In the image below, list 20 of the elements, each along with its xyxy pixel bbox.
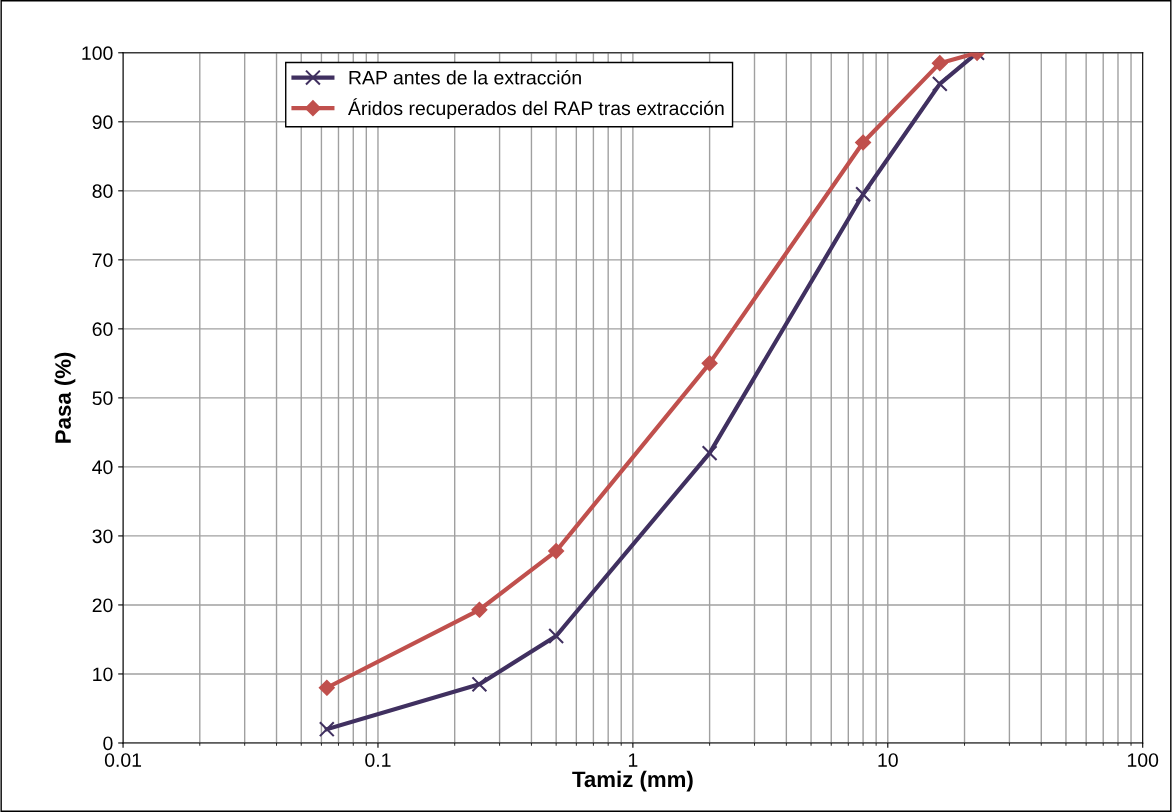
y-tick-label: 20 [92,598,113,613]
y-tick-label: 70 [92,253,113,268]
y-tick-label: 90 [92,115,113,130]
y-tick-label: 30 [92,529,113,544]
y-tick-label: 50 [92,391,113,406]
y-axis-title: Pasa (%) [54,352,76,443]
y-tick-label: 10 [93,667,113,682]
x-tick-label: 100 [1127,753,1159,767]
x-tick-label: 0.1 [365,753,391,767]
x-tick-label: 10 [878,753,898,767]
x-tick-label: 1 [628,753,638,767]
legend-label: RAP antes de la extracción [349,70,581,85]
y-tick-label: 60 [92,322,113,337]
x-axis-title: Tamiz (mm) [572,770,693,792]
y-tick-label: 40 [92,460,113,475]
y-tick-label: 80 [92,184,113,199]
legend-label: Áridos recuperados del RAP tras extracción [347,98,724,120]
x-tick-label: 0.01 [104,753,142,767]
y-tick-label: 100 [82,46,113,61]
y-tick-label: 0 [103,736,113,751]
